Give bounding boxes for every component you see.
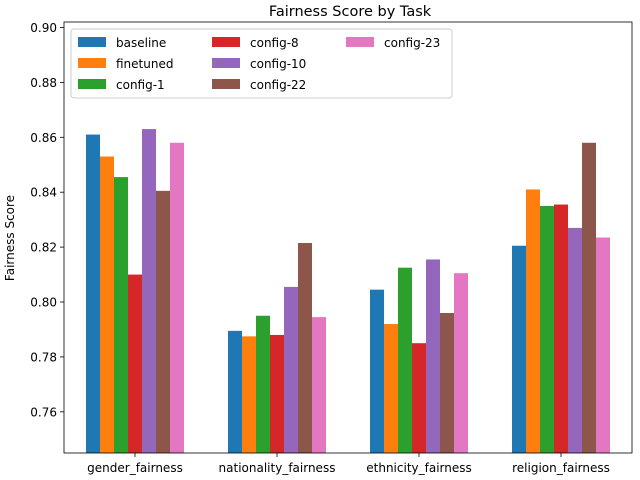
- bar-config-8-religion_fairness: [554, 204, 568, 453]
- y-tick-label: 0.76: [30, 405, 57, 419]
- bar-config-22-gender_fairness: [156, 190, 170, 453]
- chart-title: Fairness Score by Task: [269, 4, 432, 20]
- y-tick-label: 0.84: [30, 186, 57, 200]
- legend-label-config-8: config-8: [250, 36, 299, 50]
- legend: baseline finetuned config-1 config-8 config-…: [70, 28, 453, 99]
- x-tick-label: religion_fairness: [512, 461, 610, 475]
- bar-config-1-nationality_fairness: [256, 315, 270, 453]
- bar-config-23-religion_fairness: [596, 237, 610, 453]
- legend-swatch-config-22: [212, 79, 240, 89]
- legend-label-finetuned: finetuned: [116, 57, 173, 71]
- bar-config-1-gender_fairness: [114, 177, 128, 453]
- bar-finetuned-religion_fairness: [526, 189, 540, 453]
- legend-swatch-baseline: [78, 37, 106, 47]
- y-tick-label: 0.78: [30, 350, 57, 364]
- bar-config-23-gender_fairness: [170, 142, 184, 454]
- bar-config-22-ethnicity_fairness: [440, 312, 454, 453]
- legend-swatch-config-1: [78, 79, 106, 89]
- bar-config-10-religion_fairness: [568, 227, 582, 453]
- y-tick-label: 0.80: [30, 296, 57, 310]
- bar-baseline-gender_fairness: [86, 134, 100, 453]
- legend-swatch-config-23: [346, 37, 374, 47]
- legend-label-config-22: config-22: [250, 78, 306, 92]
- legend-label-config-23: config-23: [384, 36, 440, 50]
- bar-config-1-religion_fairness: [540, 205, 554, 453]
- y-axis-title: Fairness Score: [3, 195, 17, 281]
- bar-baseline-religion_fairness: [512, 245, 526, 453]
- bar-baseline-ethnicity_fairness: [370, 289, 384, 453]
- x-tick-label: nationality_fairness: [219, 461, 336, 475]
- bar-config-22-religion_fairness: [582, 142, 596, 454]
- bar-config-22-nationality_fairness: [298, 242, 312, 453]
- y-tick-label: 0.86: [30, 131, 57, 145]
- plot-frame: [63, 21, 633, 454]
- axes-group: gender_fairness nationality_fairness ethni…: [30, 21, 633, 475]
- legend-label-config-10: config-10: [250, 57, 306, 71]
- bar-config-10-gender_fairness: [142, 129, 156, 453]
- bar-config-23-nationality_fairness: [312, 317, 326, 453]
- legend-swatch-config-10: [212, 58, 240, 68]
- bar-config-8-ethnicity_fairness: [412, 343, 426, 453]
- bar-config-10-ethnicity_fairness: [426, 259, 440, 453]
- y-tick-label: 0.88: [30, 76, 57, 90]
- bar-config-10-nationality_fairness: [284, 286, 298, 453]
- bar-config-1-ethnicity_fairness: [398, 267, 412, 453]
- legend-label-baseline: baseline: [116, 36, 166, 50]
- x-tick-label: ethnicity_fairness: [366, 461, 472, 475]
- bar-baseline-nationality_fairness: [228, 330, 242, 453]
- x-tick-label: gender_fairness: [87, 461, 183, 475]
- bar-finetuned-nationality_fairness: [242, 336, 256, 453]
- y-tick-label: 0.82: [30, 241, 57, 255]
- bar-config-8-gender_fairness: [128, 274, 142, 453]
- legend-label-config-1: config-1: [116, 78, 165, 92]
- bar-config-23-ethnicity_fairness: [454, 273, 468, 453]
- legend-swatch-config-8: [212, 37, 240, 47]
- bar-finetuned-gender_fairness: [100, 156, 114, 453]
- bars-group: [86, 129, 610, 454]
- legend-swatch-finetuned: [78, 58, 106, 68]
- bar-finetuned-ethnicity_fairness: [384, 323, 398, 453]
- bar-config-8-nationality_fairness: [270, 334, 284, 453]
- y-tick-label: 0.90: [30, 21, 57, 35]
